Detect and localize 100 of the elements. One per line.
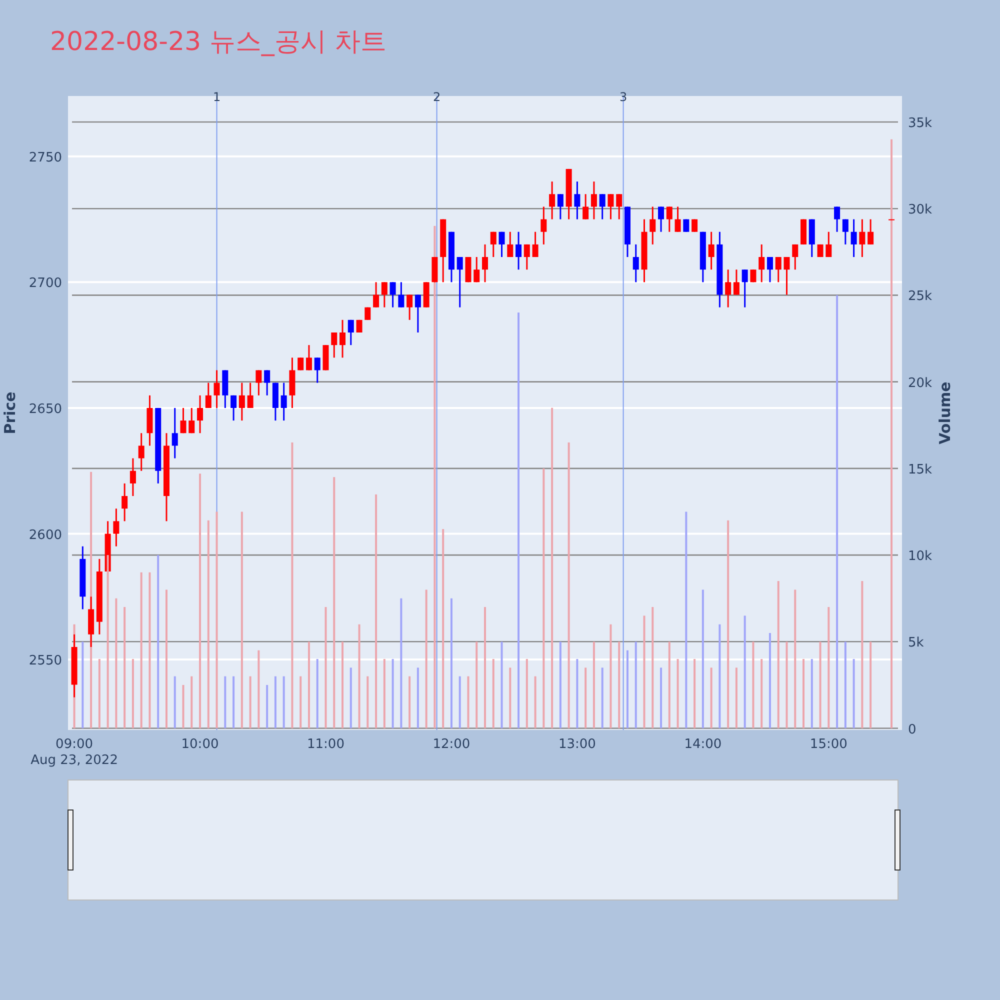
bar [660, 668, 662, 728]
bar [232, 676, 235, 728]
bar [249, 676, 252, 728]
bar [794, 590, 796, 728]
bar [844, 642, 846, 728]
y2-tick-label: 35k [908, 116, 933, 131]
bar [551, 408, 554, 728]
bar [148, 572, 151, 728]
bar [702, 590, 704, 728]
bar [199, 474, 202, 728]
bar [416, 668, 419, 728]
bar [157, 555, 160, 728]
bar [518, 312, 520, 728]
bar [476, 642, 478, 728]
bar [324, 607, 327, 728]
bar [425, 590, 428, 728]
x-tick-label: 14:00 [684, 737, 722, 752]
bar [890, 139, 893, 728]
y-axis-title: Price [1, 392, 19, 434]
bar [366, 676, 369, 728]
y-tick-label: 2600 [28, 528, 62, 543]
bar [132, 658, 134, 728]
y2-tick-label: 25k [908, 289, 933, 304]
bar [810, 658, 813, 728]
bar [568, 442, 570, 728]
bar [752, 642, 754, 728]
bar [685, 512, 688, 728]
chart-title: 2022-08-23 뉴스_공시 차트 [50, 27, 387, 57]
bar [383, 658, 386, 728]
bar [626, 650, 628, 728]
y-tick-label: 2700 [28, 276, 62, 292]
ref-line-label: 2 [432, 90, 441, 104]
bar [710, 668, 712, 728]
y2-tick-label: 0 [908, 722, 916, 738]
bar [300, 676, 302, 728]
bar [735, 668, 738, 728]
bar [768, 632, 771, 728]
y2-axis-title: Volume [936, 382, 954, 444]
y-tick-label: 2750 [28, 150, 62, 166]
bar [500, 642, 503, 728]
bar [592, 642, 595, 728]
bar [240, 512, 243, 728]
bar [802, 658, 805, 728]
bar [408, 676, 411, 728]
bar [777, 581, 780, 728]
bar [467, 676, 470, 728]
bar [190, 676, 193, 728]
x-tick-label: 11:00 [307, 737, 344, 752]
bar [124, 607, 126, 728]
bar [542, 468, 545, 728]
bar [861, 581, 864, 728]
bar [82, 642, 84, 728]
bar [694, 658, 696, 728]
bar [282, 676, 285, 728]
y2-tick-label: 20k [908, 376, 933, 391]
bar [484, 607, 486, 728]
bar [634, 642, 637, 728]
bar [760, 658, 763, 728]
y2-tick-label: 15k [908, 462, 933, 478]
bar [400, 598, 402, 728]
bar [291, 442, 294, 728]
y-tick-label: 2550 [28, 654, 62, 669]
bar [576, 658, 578, 728]
bar [266, 684, 268, 728]
bar [458, 676, 461, 728]
y2-tick-label: 30k [908, 202, 933, 218]
bar [727, 520, 730, 728]
bar [836, 295, 838, 728]
bar [375, 494, 378, 728]
bar [450, 598, 452, 728]
bar [676, 658, 679, 728]
bar [274, 676, 276, 728]
bar [744, 616, 746, 728]
bar [342, 642, 344, 728]
bar [165, 590, 168, 728]
bar [442, 529, 444, 728]
bar [618, 642, 620, 728]
bar [786, 642, 788, 728]
bar [526, 658, 528, 728]
bar [350, 668, 352, 728]
x-tick-label: 10:00 [181, 737, 219, 752]
bar [828, 607, 830, 728]
bar [174, 676, 176, 728]
text: Aug 23, 2022 [30, 753, 118, 768]
bar [182, 684, 184, 728]
y2-tick-label: 5k [908, 636, 924, 651]
bar [643, 616, 646, 728]
bar [492, 658, 494, 728]
bar [392, 658, 394, 728]
bar [601, 668, 604, 728]
ref-line-label: 3 [619, 90, 628, 104]
bar [140, 572, 142, 728]
bar [308, 642, 310, 728]
bar [316, 658, 318, 728]
bar [115, 598, 118, 728]
bar [207, 520, 210, 728]
bar [98, 658, 100, 728]
bar [258, 650, 260, 728]
x-tick-label: 13:00 [558, 737, 596, 752]
x-tick-label: 09:00 [56, 737, 94, 752]
